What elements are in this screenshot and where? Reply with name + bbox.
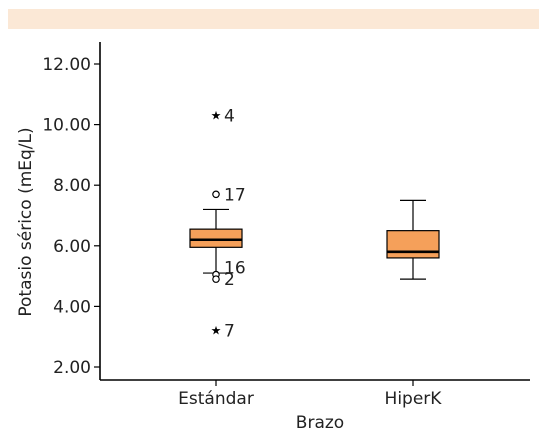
circle-marker <box>212 275 220 283</box>
y-tick-label: 6.00 <box>53 237 91 257</box>
outlier-point: ★ 4 <box>211 107 235 127</box>
outlier-point: ★ 7 <box>211 322 235 342</box>
outlier-label: 2 <box>224 270 235 290</box>
outlier-label: 16 <box>224 259 246 279</box>
outlier-label: 17 <box>224 185 246 205</box>
outlier-label: 7 <box>224 322 235 342</box>
outlier-label: 4 <box>224 107 235 127</box>
top-band <box>8 9 539 29</box>
x-tick-label: Estándar <box>178 389 254 409</box>
y-tick-label: 8.00 <box>53 176 91 196</box>
box-iqr <box>386 230 440 259</box>
y-tick-label: 12.00 <box>42 55 91 75</box>
box-iqr <box>189 228 243 248</box>
box-hiperk <box>386 199 440 280</box>
outlier-point: 2 <box>212 270 235 290</box>
box-estandar <box>189 208 243 274</box>
star-icon: ★ <box>211 324 222 338</box>
circle-marker <box>212 190 220 199</box>
star-icon: ★ <box>211 109 222 123</box>
y-tick-label: 2.00 <box>53 358 91 378</box>
x-tick-label: HiperK <box>385 389 443 409</box>
y-tick-label: 10.00 <box>42 116 91 136</box>
y-axis-title: Potasio sérico (mEq/L) <box>16 127 36 316</box>
y-tick-label: 4.00 <box>53 297 91 317</box>
x-axis-title: Brazo <box>296 413 344 432</box>
outlier-point: 17 <box>212 185 246 205</box>
